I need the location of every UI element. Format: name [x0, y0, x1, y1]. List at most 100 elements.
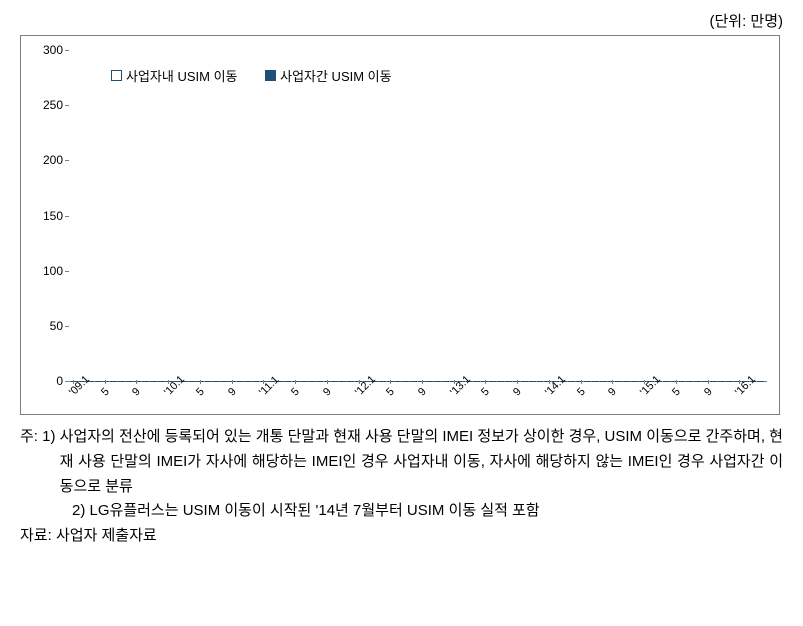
- x-tick-label: 9: [511, 386, 524, 399]
- bar-segment-intra: [118, 381, 125, 382]
- bar-column: [584, 381, 591, 382]
- bar-segment-intra: [434, 381, 441, 382]
- bar-column: [521, 381, 528, 382]
- plot-area: 050100150200250300: [69, 50, 767, 382]
- bar-column: [568, 381, 575, 382]
- bar-segment-intra: [205, 381, 212, 382]
- bar-segment-intra: [631, 381, 638, 382]
- bar-segment-intra: [189, 381, 196, 382]
- bar-segment-intra: [442, 381, 449, 382]
- x-tick-label: 5: [575, 386, 588, 399]
- bar-segment-intra: [426, 381, 433, 382]
- bar-column: [252, 381, 259, 382]
- x-axis-labels: '09.159'10.159'11.159'12.159'13.159'14.1…: [69, 384, 767, 412]
- bar-segment-intra: [600, 381, 607, 382]
- bar-column: [529, 381, 536, 382]
- bar-segment-intra: [316, 381, 323, 382]
- x-tick-mark: [200, 380, 201, 384]
- footnotes: 주: 1) 사업자의 전산에 등록되어 있는 개통 단말과 현재 사용 단말의 …: [20, 425, 783, 549]
- bar-column: [710, 381, 717, 382]
- x-tick-mark: [422, 380, 423, 384]
- x-tick-label: 9: [321, 386, 334, 399]
- bar-column: [592, 381, 599, 382]
- note-prefix-2: 2): [72, 499, 90, 524]
- bar-segment-intra: [489, 381, 496, 382]
- x-tick-label: 9: [416, 386, 429, 399]
- bar-column: [434, 381, 441, 382]
- x-tick-label: 5: [289, 386, 302, 399]
- bar-segment-intra: [718, 381, 725, 382]
- bar-segment-intra: [615, 381, 622, 382]
- bar-column: [576, 381, 583, 382]
- bar-segment-intra: [308, 381, 315, 382]
- bar-segment-intra: [347, 381, 354, 382]
- bar-segment-intra: [237, 381, 244, 382]
- bar-column: [284, 381, 291, 382]
- bar-column: [718, 381, 725, 382]
- bar-segment-intra: [608, 381, 615, 382]
- bar-segment-intra: [505, 381, 512, 382]
- x-tick-label: 5: [479, 386, 492, 399]
- bar-segment-intra: [537, 381, 544, 382]
- bar-column: [205, 381, 212, 382]
- bar-segment-intra: [158, 381, 165, 382]
- bar-segment-intra: [584, 381, 591, 382]
- source-text: 사업자 제출자료: [56, 524, 783, 549]
- bar-column: [308, 381, 315, 382]
- bar-segment-intra: [663, 381, 670, 382]
- bar-column: [118, 381, 125, 382]
- bar-column: [126, 381, 133, 382]
- bar-segment-intra: [379, 381, 386, 382]
- bar-column: [237, 381, 244, 382]
- note-1: 사업자의 전산에 등록되어 있는 개통 단말과 현재 사용 단말의 IMEI 정…: [60, 425, 783, 499]
- bar-column: [150, 381, 157, 382]
- bar-segment-intra: [252, 381, 259, 382]
- x-tick-mark: [517, 380, 518, 384]
- bar-segment-intra: [134, 381, 141, 382]
- bar-column: [537, 381, 544, 382]
- x-tick-mark: [390, 380, 391, 384]
- y-tick-label: 150: [31, 209, 63, 223]
- x-tick-label: 5: [99, 386, 112, 399]
- bar-column: [608, 381, 615, 382]
- bar-segment-intra: [331, 381, 338, 382]
- unit-label: (단위: 만명): [20, 10, 783, 31]
- bar-column: [221, 381, 228, 382]
- bar-column: [694, 381, 701, 382]
- bar-column: [142, 381, 149, 382]
- x-tick-mark: [136, 380, 137, 384]
- bar-segment-intra: [402, 381, 409, 382]
- y-tick-label: 0: [31, 374, 63, 388]
- bar-column: [615, 381, 622, 382]
- source-prefix: 자료:: [20, 524, 56, 549]
- bar-column: [300, 381, 307, 382]
- bar-segment-intra: [473, 381, 480, 382]
- bar-column: [402, 381, 409, 382]
- bar-column: [339, 381, 346, 382]
- x-tick-mark: [105, 380, 106, 384]
- bar-segment-intra: [568, 381, 575, 382]
- bar-column: [497, 381, 504, 382]
- bar-column: [316, 381, 323, 382]
- bar-segment-intra: [221, 381, 228, 382]
- bar-column: [189, 381, 196, 382]
- bar-column: [631, 381, 638, 382]
- x-tick-label: 9: [226, 386, 239, 399]
- bar-column: [442, 381, 449, 382]
- x-tick-label: 5: [194, 386, 207, 399]
- bar-column: [347, 381, 354, 382]
- bar-segment-intra: [497, 381, 504, 382]
- note-2: LG유플러스는 USIM 이동이 시작된 '14년 7월부터 USIM 이동 실…: [90, 499, 783, 524]
- x-tick-label: 5: [670, 386, 683, 399]
- bar-column: [158, 381, 165, 382]
- bar-segment-intra: [576, 381, 583, 382]
- bar-column: [600, 381, 607, 382]
- bar-segment-intra: [686, 381, 693, 382]
- bar-column: [395, 381, 402, 382]
- y-tick-label: 100: [31, 264, 63, 278]
- bar-column: [663, 381, 670, 382]
- bar-segment-intra: [529, 381, 536, 382]
- bar-column: [134, 381, 141, 382]
- x-tick-mark: [485, 380, 486, 384]
- bar-column: [623, 381, 630, 382]
